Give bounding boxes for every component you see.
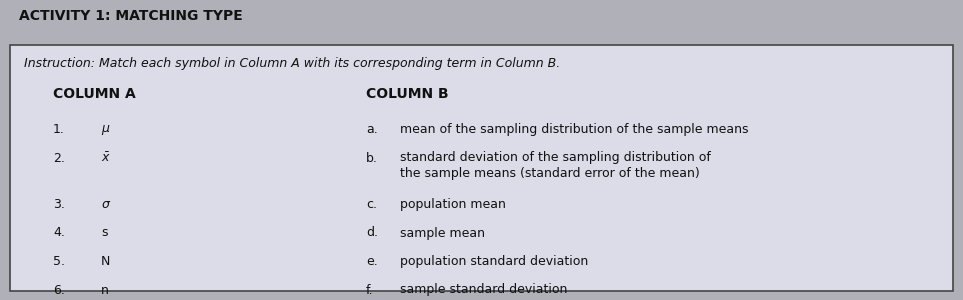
Text: f.: f. — [366, 284, 374, 296]
Text: ACTIVITY 1: MATCHING TYPE: ACTIVITY 1: MATCHING TYPE — [19, 9, 243, 23]
Text: n: n — [101, 284, 109, 296]
Text: 1.: 1. — [53, 123, 65, 136]
Text: population mean: population mean — [400, 198, 506, 211]
Text: a.: a. — [366, 123, 377, 136]
Text: population standard deviation: population standard deviation — [400, 255, 587, 268]
Text: s: s — [101, 226, 108, 239]
Text: b.: b. — [366, 152, 377, 164]
Text: 2.: 2. — [53, 152, 65, 164]
Text: e.: e. — [366, 255, 377, 268]
Text: d.: d. — [366, 226, 377, 239]
Text: N: N — [101, 255, 111, 268]
Text: 5.: 5. — [53, 255, 65, 268]
Text: Instruction: Match each symbol in Column A with its corresponding term in Column: Instruction: Match each symbol in Column… — [24, 57, 560, 70]
Text: c.: c. — [366, 198, 377, 211]
Text: COLUMN B: COLUMN B — [366, 87, 449, 101]
Text: mean of the sampling distribution of the sample means: mean of the sampling distribution of the… — [400, 123, 748, 136]
Text: $\bar{x}$: $\bar{x}$ — [101, 152, 111, 165]
Text: 6.: 6. — [53, 284, 65, 296]
Text: COLUMN A: COLUMN A — [53, 87, 136, 101]
Text: sample standard deviation: sample standard deviation — [400, 284, 567, 296]
Text: $\sigma$: $\sigma$ — [101, 198, 112, 211]
Text: $\mu$: $\mu$ — [101, 123, 111, 137]
FancyBboxPatch shape — [10, 45, 953, 291]
Text: sample mean: sample mean — [400, 226, 484, 239]
Text: 4.: 4. — [53, 226, 65, 239]
Text: 3.: 3. — [53, 198, 65, 211]
Text: standard deviation of the sampling distribution of
the sample means (standard er: standard deviation of the sampling distr… — [400, 152, 711, 179]
